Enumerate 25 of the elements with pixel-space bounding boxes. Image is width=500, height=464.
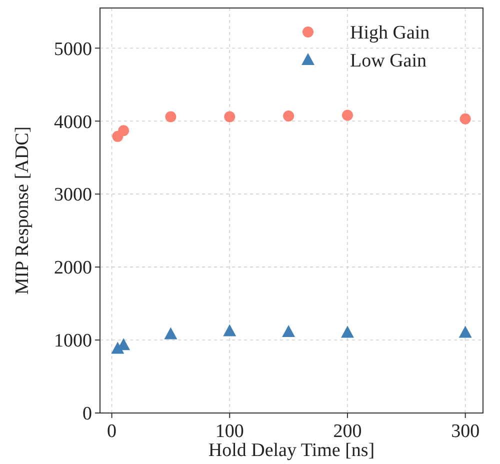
- point: [164, 327, 178, 340]
- point: [460, 113, 471, 124]
- x-axis-title: Hold Delay Time [ns]: [208, 440, 375, 461]
- legend-label: Low Gain: [350, 50, 428, 72]
- point: [342, 110, 353, 121]
- x-tick-label: 200: [333, 421, 362, 442]
- y-axis-title: MIP Response [ADC]: [12, 126, 33, 295]
- x-tick-label: 0: [107, 421, 117, 442]
- point: [340, 326, 354, 338]
- y-tick-label: 4000: [54, 112, 92, 133]
- point: [224, 111, 236, 122]
- x-tick-label: 300: [451, 421, 480, 442]
- point: [283, 110, 294, 122]
- legend-label: High Gain: [350, 22, 430, 44]
- point: [118, 125, 130, 136]
- y-tick-label: 3000: [54, 184, 92, 206]
- y-tick-label: 0: [82, 404, 92, 425]
- x-tick-label: 100: [215, 421, 244, 442]
- y-tick-label: 1000: [54, 330, 92, 352]
- y-tick-label: 2000: [54, 258, 92, 279]
- point: [458, 326, 472, 338]
- point: [282, 325, 296, 337]
- point: [165, 111, 176, 122]
- point: [223, 324, 236, 336]
- y-tick-label: 5000: [54, 38, 92, 60]
